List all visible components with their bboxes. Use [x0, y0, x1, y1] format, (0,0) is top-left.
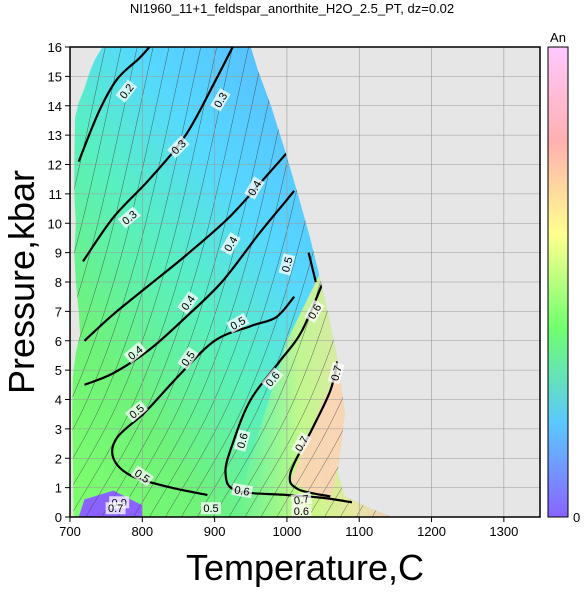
- contour-label-text: 0.7: [329, 364, 345, 382]
- contour-label-bg: [220, 232, 241, 256]
- grid: [70, 47, 540, 517]
- contour-label: 0.5: [201, 502, 221, 515]
- x-tick-label: 800: [131, 524, 153, 539]
- y-tick-label: 6: [55, 334, 62, 349]
- contour-label-bg: [278, 253, 296, 276]
- y-tick-label: 9: [55, 246, 62, 261]
- y-tick-label: 3: [55, 422, 62, 437]
- contour-label: 0.7: [327, 361, 345, 385]
- y-tick-label: 10: [48, 216, 62, 231]
- field-warm-patch: [290, 370, 345, 503]
- contour-label-bg: [226, 312, 250, 334]
- y-tick-label: 11: [49, 187, 63, 202]
- minor-contour: [72, 47, 170, 517]
- contour-label-bg: [123, 341, 147, 364]
- x-tick-label: 1100: [345, 524, 373, 539]
- contour-label: 0.6: [231, 482, 253, 499]
- contour-label-text: 0.5: [280, 256, 296, 274]
- y-tick-label: 1: [55, 481, 62, 496]
- y-tick-label: 8: [55, 275, 62, 290]
- y-tick-label: 2: [55, 451, 62, 466]
- x-tick-label: 1300: [489, 524, 518, 539]
- contour-label-bg: [124, 400, 149, 423]
- contour-label-bg: [177, 290, 199, 315]
- colorbar: An 0: [547, 30, 580, 525]
- contour-label-bg: [244, 176, 265, 200]
- x-tick-label: 900: [204, 524, 226, 539]
- contour-label-text: 0.6: [233, 484, 250, 498]
- y-tick-label: 16: [48, 40, 62, 55]
- y-tick-label: 15: [48, 69, 62, 84]
- colorbar-fill: [547, 46, 569, 518]
- contour-line: [83, 152, 288, 342]
- minor-contour: [72, 47, 233, 517]
- y-tick-label: 14: [48, 99, 62, 114]
- contour-label: 0.6: [233, 429, 251, 452]
- contour-label-bg: [201, 502, 221, 515]
- contour-label-bg: [117, 206, 141, 229]
- contour-label-text: 0.6: [294, 506, 309, 518]
- contour-label-text: 0.7: [293, 493, 310, 507]
- contour-label-bg: [130, 465, 154, 487]
- contour-labels: 0.2 0.30.30.30.40.40.40.40.50.50.50.50.50…: [105, 79, 345, 518]
- contour-label-bg: [210, 88, 231, 112]
- minor-contour: [72, 47, 122, 517]
- contour-label-text: 0.7: [108, 503, 123, 515]
- minor-contour: [72, 47, 138, 517]
- minor-contour: [72, 47, 106, 517]
- chart-title: NI1960_11+1_feldspar_anorthite_H2O_2.5_P…: [130, 1, 454, 16]
- y-tick-label: 4: [55, 393, 62, 408]
- x-tick-label: 1000: [272, 524, 301, 539]
- contour-label-text: 0.5: [203, 503, 218, 515]
- minor-contour: [85, 47, 249, 517]
- contour-line: [82, 47, 234, 263]
- y-tick-label: 5: [55, 363, 62, 378]
- contour-label-bg: [115, 79, 138, 103]
- contour-label-text: 0.6: [235, 432, 251, 450]
- contour-label-bg: [231, 482, 253, 499]
- contour-label: 0.7: [290, 491, 313, 508]
- colorbar-min-label: 0: [573, 510, 580, 525]
- contour-label-bg: [177, 346, 199, 371]
- minor-contour: [72, 47, 154, 517]
- plot-area: 0.2 0.30.30.30.40.40.40.40.50.50.50.50.50…: [70, 47, 540, 518]
- colorbar-label: An: [550, 30, 566, 45]
- contour-line: [77, 47, 151, 163]
- contour-label-bg: [167, 135, 190, 159]
- minor-contour: [72, 47, 202, 517]
- y-axis-title: Pressure,kbar: [1, 170, 42, 394]
- contour-label-bg: [233, 429, 251, 452]
- x-axis: 700 800 900 1000 1100 1200 1300: [59, 517, 518, 539]
- minor-contour: [101, 47, 265, 517]
- contour-label: 0.7: [105, 502, 126, 515]
- minor-contour: [72, 47, 186, 517]
- y-tick-label: 0: [55, 510, 62, 525]
- contour-label-bg: [291, 505, 312, 517]
- contour-label-bg: [327, 361, 345, 385]
- y-tick-label: 12: [48, 158, 62, 173]
- contour-label: 0.5: [278, 253, 296, 276]
- x-tick-label: 700: [59, 524, 81, 539]
- contour-label-bg: [290, 491, 313, 508]
- minor-contour: [72, 47, 218, 517]
- y-tick-label: 7: [55, 304, 62, 319]
- x-tick-label: 1200: [417, 524, 446, 539]
- contour-label-bg: [105, 502, 126, 515]
- contour-line: [84, 190, 296, 386]
- x-axis-title: Temperature,C: [186, 547, 424, 587]
- contour-label-bg: [304, 299, 325, 324]
- contour-label-bg: [291, 431, 312, 456]
- contour-label: 0.6: [291, 505, 312, 518]
- contour-line: [307, 252, 317, 283]
- y-tick-label: 13: [48, 128, 62, 143]
- contour-label-bg: [261, 367, 284, 391]
